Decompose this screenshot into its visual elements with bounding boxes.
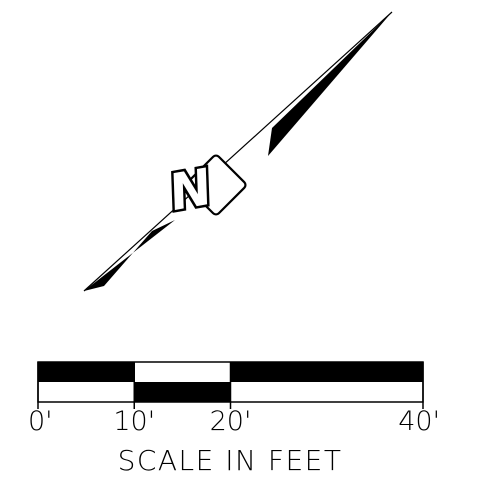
north-badge-outline [185, 154, 247, 216]
north-arrow: N [83, 11, 393, 292]
scale-segment-1-bottom [134, 382, 231, 402]
scale-tick-label-1: 10' [113, 406, 155, 437]
scale-bar-ticks [37, 362, 424, 409]
north-arrow-badge [185, 154, 247, 216]
scale-segment-0-top [38, 362, 135, 382]
north-arrow-upper-blade [268, 12, 392, 156]
scale-tick-label-2: 20' [210, 406, 252, 437]
scale-segment-2-bottom [230, 382, 423, 402]
scale-caption: SCALE IN FEET [118, 444, 343, 477]
scale-tick-label-0: 0' [28, 406, 53, 437]
scale-bar-tick-labels: 0' 10' 20' 40' [28, 406, 440, 437]
north-arrow-lower-blade [84, 220, 175, 291]
north-letter: N [169, 156, 212, 223]
scale-segment-1-top [134, 362, 231, 382]
scale-segment-2-top [230, 362, 423, 382]
scale-bar: 0' 10' 20' 40' SCALE IN FEET [28, 361, 440, 477]
scale-bar-segments [38, 362, 423, 402]
scale-tick-label-3: 40' [398, 406, 440, 437]
north-arrow-shaft-line [83, 11, 393, 292]
scale-segment-0-bottom [38, 382, 135, 402]
